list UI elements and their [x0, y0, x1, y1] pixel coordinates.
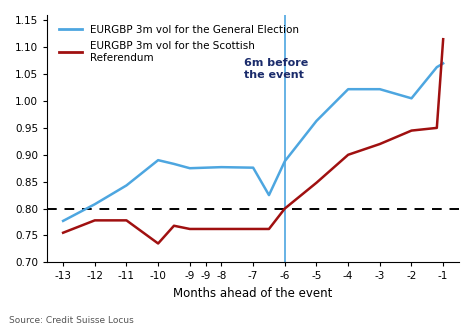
X-axis label: Months ahead of the event: Months ahead of the event — [173, 287, 333, 300]
Legend: EURGBP 3m vol for the General Election, EURGBP 3m vol for the Scottish
Referendu: EURGBP 3m vol for the General Election, … — [56, 23, 301, 65]
Text: Source: Credit Suisse Locus: Source: Credit Suisse Locus — [9, 316, 134, 325]
Text: 6m before
the event: 6m before the event — [244, 58, 308, 80]
